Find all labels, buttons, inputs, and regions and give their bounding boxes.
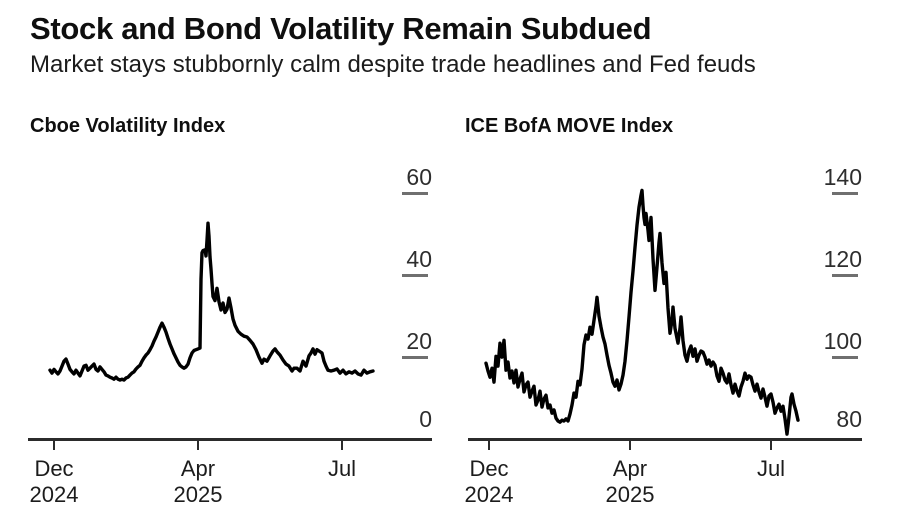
y-axis-label: 20 <box>406 328 432 355</box>
y-axis-label: 140 <box>823 164 862 191</box>
y-axis-tick <box>832 356 858 360</box>
left-chart-title: Cboe Volatility Index <box>30 115 226 137</box>
move-line <box>484 188 800 436</box>
vix-line <box>48 221 375 382</box>
x-axis-year-label: 2024 <box>464 482 514 507</box>
y-axis-tick <box>832 274 858 278</box>
y-axis-label: 120 <box>823 246 862 273</box>
x-axis-month-label: Apr <box>180 456 216 481</box>
y-axis-label: 80 <box>836 406 862 432</box>
x-axis-year-label: 2024 <box>29 482 79 507</box>
y-axis-label: 0 <box>419 406 432 432</box>
x-axis-tick <box>53 441 55 450</box>
x-axis-tick <box>341 441 343 450</box>
y-axis-label: 60 <box>406 164 432 191</box>
y-axis-tick <box>402 274 428 278</box>
x-axis-month-label: Jul <box>327 456 357 481</box>
x-axis-tick <box>629 441 631 450</box>
x-axis-month-label: Apr <box>612 456 648 481</box>
x-axis-tick <box>197 441 199 450</box>
page-title: Stock and Bond Volatility Remain Subdued <box>30 11 652 46</box>
x-axis-tick <box>770 441 772 450</box>
x-axis-tick <box>488 441 490 450</box>
y-axis-tick <box>402 192 428 196</box>
page-subtitle: Market stays stubbornly calm despite tra… <box>30 51 756 78</box>
x-axis-month-label: Dec <box>34 456 74 481</box>
y-axis-tick <box>402 356 428 360</box>
right-chart-title: ICE BofA MOVE Index <box>465 115 674 137</box>
y-axis-label: 40 <box>406 246 432 273</box>
x-axis-month-label: Dec <box>469 456 509 481</box>
y-axis-label: 100 <box>823 328 862 355</box>
x-axis-year-label: 2025 <box>605 482 655 507</box>
x-axis-line <box>28 438 432 441</box>
y-axis-tick <box>832 192 858 196</box>
x-axis-line <box>468 438 862 441</box>
x-axis-year-label: 2025 <box>173 482 223 507</box>
x-axis-month-label: Jul <box>756 456 786 481</box>
